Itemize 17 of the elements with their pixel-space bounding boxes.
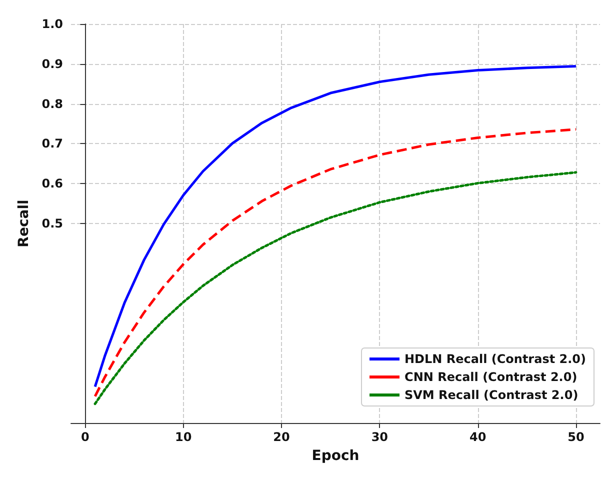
y-tick-label: 0.6 bbox=[42, 176, 63, 191]
x-tick-label: 30 bbox=[371, 430, 388, 444]
x-tick-label: 40 bbox=[469, 430, 486, 444]
x-axis-title: Epoch bbox=[312, 448, 360, 464]
y-tick-label: 1.0 bbox=[42, 17, 63, 31]
x-tick-label: 50 bbox=[568, 430, 584, 444]
x-tick-label: 20 bbox=[273, 430, 290, 444]
legend-label: SVM Recall (Contrast 2.0) bbox=[404, 388, 578, 402]
y-tick-label: 0.9 bbox=[42, 56, 63, 71]
y-tick-label: 0.7 bbox=[42, 136, 63, 151]
legend-label: CNN Recall (Contrast 2.0) bbox=[404, 370, 578, 384]
y-axis-title: Recall bbox=[16, 200, 32, 248]
y-tick-label: 0.8 bbox=[42, 96, 63, 111]
x-tick-label: 0 bbox=[81, 430, 90, 444]
y-tick-label: 0.5 bbox=[42, 216, 63, 230]
legend-label: HDLN Recall (Contrast 2.0) bbox=[404, 352, 586, 366]
x-tick-label: 10 bbox=[175, 430, 192, 444]
